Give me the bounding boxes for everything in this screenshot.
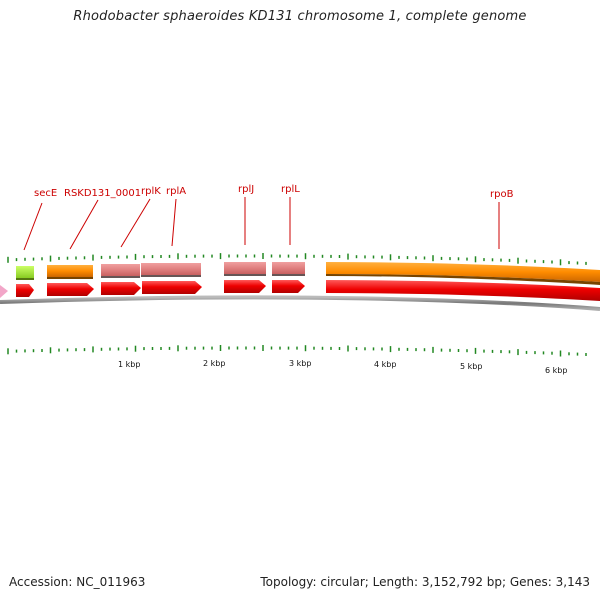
gene-feature-RSKD131-0001-underline: [47, 277, 93, 279]
scale-label-6kbp: 6 kbp: [545, 366, 567, 375]
scale-label-4kbp: 4 kbp: [374, 360, 396, 369]
callout-line-RSKD131-0001: [69, 199, 99, 250]
gene-label-rplJ[interactable]: rplJ: [238, 184, 254, 195]
gene-label-rpoB[interactable]: rpoB: [490, 189, 514, 200]
chromosome-backbone: [0, 295, 600, 311]
gene-feature-rplL[interactable]: [272, 262, 305, 274]
gene-feature-rplK[interactable]: [101, 264, 140, 276]
top-tick-marks: [7, 253, 587, 266]
scale-label-2kbp: 2 kbp: [203, 359, 225, 368]
gene-feature-rpoB-underline: [326, 274, 600, 285]
gene-feature-rplJ-underline: [224, 274, 266, 276]
gene-feature-rplA-underline: [141, 275, 201, 277]
gene-label-rplL[interactable]: rplL: [281, 184, 300, 195]
gene-labels: secE RSKD131_0001 rplK rplA rplJ rplL rp…: [34, 184, 514, 200]
cds-arrow-rplJ[interactable]: [224, 280, 266, 293]
map-title: Rhodobacter sphaeroides KD131 chromosome…: [73, 9, 527, 24]
gene-label-rplK[interactable]: rplK: [141, 186, 161, 197]
cds-arrow-rpoB[interactable]: [326, 280, 600, 301]
cds-arrow-rplA[interactable]: [142, 281, 202, 294]
callout-line-rplK: [120, 198, 151, 248]
cds-arrow-secE[interactable]: [16, 284, 34, 297]
gene-label-RSKD131-0001[interactable]: RSKD131_0001: [64, 188, 141, 199]
genome-summary-text: Topology: circular; Length: 3,152,792 bp…: [260, 575, 590, 589]
callout-line-rplA: [171, 198, 177, 247]
scale-label-5kbp: 5 kbp: [460, 362, 482, 371]
gene-feature-RSKD131-0001[interactable]: [47, 265, 93, 277]
gene-track: [16, 262, 600, 285]
gene-feature-rplL-underline: [272, 274, 305, 276]
cds-arrow-rplL[interactable]: [272, 280, 305, 293]
gene-callout-lines: [23, 197, 500, 251]
gene-label-rplA[interactable]: rplA: [166, 186, 186, 197]
gene-feature-rplA[interactable]: [141, 263, 201, 275]
scale-labels: 1 kbp 2 kbp 3 kbp 4 kbp 5 kbp 6 kbp: [118, 359, 567, 375]
scale-label-3kbp: 3 kbp: [289, 359, 311, 368]
cds-track: [0, 280, 600, 301]
bottom-tick-marks: [7, 345, 587, 357]
cds-arrow-rplK[interactable]: [101, 282, 141, 295]
gene-feature-rpoB[interactable]: [326, 262, 600, 282]
cds-arrow-RSKD131-0001[interactable]: [47, 283, 94, 296]
gene-label-secE[interactable]: secE: [34, 188, 57, 199]
gene-feature-secE[interactable]: [16, 266, 34, 278]
scale-label-1kbp: 1 kbp: [118, 360, 140, 369]
callout-line-secE: [23, 202, 43, 251]
cds-arrow-pale[interactable]: [0, 285, 8, 298]
gene-feature-rplK-underline: [101, 276, 140, 278]
gene-feature-secE-underline: [16, 278, 34, 280]
accession-text: Accession: NC_011963: [9, 575, 146, 589]
gene-feature-rplJ[interactable]: [224, 262, 266, 274]
